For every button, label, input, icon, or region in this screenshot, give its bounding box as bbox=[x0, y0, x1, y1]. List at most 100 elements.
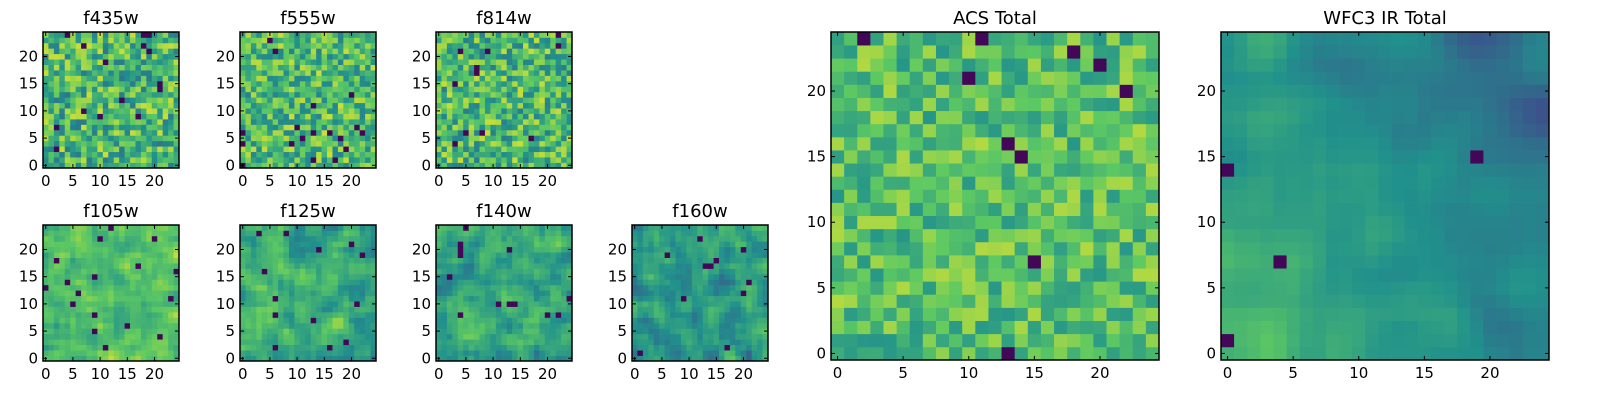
heatmap-cell bbox=[691, 312, 698, 318]
heatmap-cell bbox=[278, 75, 284, 82]
heatmap-cell bbox=[735, 301, 742, 307]
heatmap-cell bbox=[140, 86, 147, 93]
heatmap-cell bbox=[479, 290, 486, 297]
heatmap-cell bbox=[740, 246, 747, 253]
heatmap-cell bbox=[523, 151, 529, 158]
heatmap-cell bbox=[53, 257, 60, 264]
heatmap-cell bbox=[81, 75, 87, 82]
heatmap-cell bbox=[348, 317, 355, 324]
heatmap-cell bbox=[245, 263, 252, 269]
heatmap-cell bbox=[1093, 228, 1107, 243]
heatmap-cell bbox=[288, 75, 295, 82]
heatmap-cell bbox=[261, 162, 268, 169]
heatmap-cell bbox=[637, 268, 644, 275]
heatmap-cell bbox=[64, 32, 71, 38]
heatmap-cell bbox=[544, 157, 551, 163]
heatmap-cell bbox=[555, 102, 562, 109]
heatmap-cell bbox=[288, 268, 295, 275]
heatmap-cell bbox=[53, 151, 60, 158]
heatmap-cell bbox=[523, 279, 529, 286]
heatmap-cell bbox=[686, 306, 693, 313]
heatmap-cell bbox=[97, 290, 104, 297]
heatmap-cell bbox=[686, 295, 693, 302]
heatmap-cell bbox=[670, 235, 676, 242]
heatmap-cell bbox=[729, 344, 736, 351]
heatmap-cell bbox=[697, 230, 704, 237]
heatmap-cell bbox=[1093, 346, 1107, 361]
heatmap-cell bbox=[173, 91, 180, 98]
heatmap-cell bbox=[632, 344, 638, 351]
heatmap-cell bbox=[533, 146, 540, 153]
heatmap-cell bbox=[327, 246, 333, 253]
heatmap-cell bbox=[267, 344, 273, 351]
heatmap-cell bbox=[64, 306, 71, 313]
heatmap-cell bbox=[135, 241, 142, 248]
heatmap-cell bbox=[332, 124, 339, 131]
heatmap-cell bbox=[702, 301, 709, 307]
heatmap-cell bbox=[354, 301, 361, 307]
x-tick-label: 20 bbox=[145, 365, 164, 383]
heatmap-cell bbox=[762, 350, 769, 356]
heatmap-cell bbox=[664, 263, 671, 269]
heatmap-cell bbox=[719, 295, 725, 302]
heatmap-cell bbox=[566, 290, 573, 297]
heatmap-cell bbox=[294, 37, 301, 44]
heatmap-cell bbox=[75, 257, 82, 264]
heatmap-cell bbox=[151, 257, 158, 264]
heatmap-cell bbox=[113, 119, 120, 125]
heatmap-cell bbox=[299, 284, 306, 291]
heatmap-cell bbox=[436, 306, 442, 313]
heatmap-cell bbox=[173, 241, 180, 248]
heatmap-cell bbox=[283, 257, 290, 264]
heatmap-cell bbox=[935, 202, 950, 217]
heatmap-cell bbox=[245, 140, 252, 147]
heatmap-cell bbox=[561, 80, 567, 87]
heatmap-cell bbox=[162, 328, 169, 335]
heatmap-cell bbox=[157, 97, 164, 104]
heatmap-cell bbox=[446, 257, 453, 264]
heatmap-cell bbox=[962, 333, 976, 348]
heatmap-cell bbox=[91, 70, 98, 76]
heatmap-cell bbox=[332, 59, 339, 65]
heatmap-cell bbox=[896, 255, 911, 269]
heatmap-cell bbox=[151, 48, 158, 55]
heatmap-cell bbox=[261, 333, 268, 340]
heatmap-cell bbox=[870, 255, 884, 269]
heatmap-cell bbox=[751, 295, 758, 302]
heatmap-cell bbox=[75, 140, 82, 147]
heatmap-cell bbox=[343, 146, 350, 153]
heatmap-cell bbox=[1001, 202, 1016, 217]
heatmap-cell bbox=[1093, 241, 1107, 256]
heatmap-cell bbox=[70, 97, 76, 104]
heatmap-cell bbox=[81, 268, 87, 275]
heatmap-cell bbox=[844, 255, 858, 269]
heatmap-cell bbox=[299, 263, 306, 269]
heatmap-cell bbox=[75, 75, 82, 82]
heatmap-cell bbox=[724, 322, 731, 329]
heatmap-cell bbox=[495, 75, 502, 82]
heatmap-cell bbox=[988, 281, 1002, 295]
heatmap-cell bbox=[370, 75, 377, 82]
heatmap-cell bbox=[299, 273, 306, 280]
heatmap-cell bbox=[91, 235, 98, 242]
heatmap-cell bbox=[278, 70, 284, 76]
heatmap-cell bbox=[446, 279, 453, 286]
heatmap-cell bbox=[146, 301, 153, 307]
heatmap-cell bbox=[332, 53, 339, 60]
heatmap-cell bbox=[544, 146, 551, 153]
heatmap-cell bbox=[348, 59, 355, 65]
heatmap-cell bbox=[250, 108, 257, 114]
heatmap-cell bbox=[495, 32, 502, 38]
heatmap-cell bbox=[288, 306, 295, 313]
heatmap-cell bbox=[316, 97, 322, 104]
heatmap-cell bbox=[691, 290, 698, 297]
heatmap-cell bbox=[299, 290, 306, 297]
heatmap-cell bbox=[1001, 228, 1016, 243]
heatmap-cell bbox=[316, 235, 322, 242]
heatmap-cell bbox=[124, 64, 131, 71]
heatmap-cell bbox=[354, 263, 361, 269]
heatmap-cell bbox=[316, 306, 322, 313]
heatmap-cell bbox=[523, 108, 529, 114]
heatmap-cell bbox=[697, 339, 704, 346]
heatmap-cell bbox=[935, 241, 950, 256]
